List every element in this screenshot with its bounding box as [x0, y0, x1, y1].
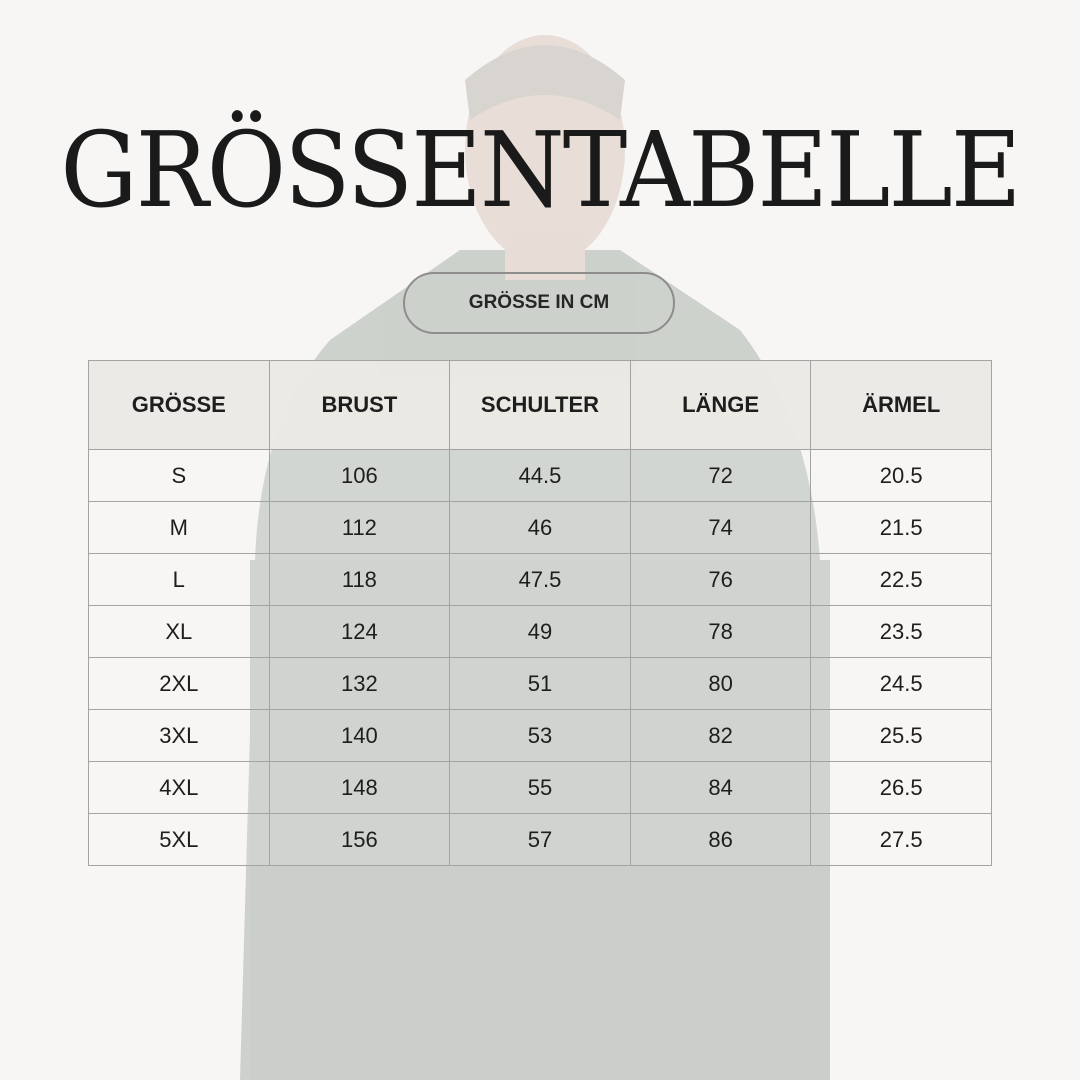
table-cell: S: [88, 449, 270, 502]
page-title: GRÖSSENTABELLE: [60, 109, 1021, 231]
table-cell: 55: [449, 761, 631, 814]
table-cell: 76: [629, 553, 812, 606]
table-cell: XL: [88, 605, 270, 658]
column-header: SCHULTER: [449, 360, 631, 450]
size-table: GRÖSSE BRUST SCHULTER LÄNGE ÄRMEL S 106 44.5 72…: [88, 360, 992, 866]
table-cell: 74: [629, 501, 812, 554]
table-cell: 2XL: [88, 657, 270, 710]
table-cell: 140: [268, 709, 451, 762]
table-cell: 57: [449, 813, 631, 866]
table-cell: 49: [449, 605, 631, 658]
table-cell: 25.5: [810, 709, 992, 762]
table-cell: 112: [268, 501, 451, 554]
table-cell: M: [88, 501, 270, 554]
table-cell: 21.5: [810, 501, 992, 554]
table-cell: 148: [268, 761, 451, 814]
table-cell: 23.5: [810, 605, 992, 658]
table-cell: 156: [268, 813, 451, 866]
table-cell: L: [88, 553, 270, 606]
table-cell: 72: [629, 449, 812, 502]
column-header: ÄRMEL: [810, 360, 992, 450]
table-cell: 80: [629, 657, 812, 710]
table-row: 4XL 148 55 84 26.5: [88, 761, 992, 814]
table-cell: 86: [629, 813, 812, 866]
table-cell: 27.5: [810, 813, 992, 866]
table-cell: 20.5: [810, 449, 992, 502]
column-header: GRÖSSE: [88, 360, 270, 450]
table-row: 2XL 132 51 80 24.5: [88, 657, 992, 710]
table-cell: 47.5: [449, 553, 631, 606]
table-row: L 118 47.5 76 22.5: [88, 553, 992, 606]
table-cell: 26.5: [810, 761, 992, 814]
column-header: LÄNGE: [629, 360, 812, 450]
table-cell: 24.5: [810, 657, 992, 710]
table-row: S 106 44.5 72 20.5: [88, 449, 992, 502]
table-cell: 4XL: [88, 761, 270, 814]
column-header: BRUST: [268, 360, 451, 450]
table-row: XL 124 49 78 23.5: [88, 605, 992, 658]
table-row: 5XL 156 57 86 27.5: [88, 813, 992, 866]
table-cell: 124: [268, 605, 451, 658]
table-cell: 3XL: [88, 709, 270, 762]
table-cell: 84: [629, 761, 812, 814]
table-cell: 118: [268, 553, 451, 606]
table-cell: 5XL: [88, 813, 270, 866]
table-cell: 44.5: [449, 449, 631, 502]
table-header-row: GRÖSSE BRUST SCHULTER LÄNGE ÄRMEL: [88, 360, 992, 450]
table-row: 3XL 140 53 82 25.5: [88, 709, 992, 762]
table-cell: 46: [449, 501, 631, 554]
table-cell: 22.5: [810, 553, 992, 606]
unit-badge: GRÖSSE IN CM: [403, 272, 675, 334]
table-cell: 132: [268, 657, 451, 710]
table-cell: 106: [268, 449, 451, 502]
table-cell: 82: [629, 709, 812, 762]
table-cell: 51: [449, 657, 631, 710]
table-cell: 53: [449, 709, 631, 762]
table-cell: 78: [629, 605, 812, 658]
table-row: M 112 46 74 21.5: [88, 501, 992, 554]
